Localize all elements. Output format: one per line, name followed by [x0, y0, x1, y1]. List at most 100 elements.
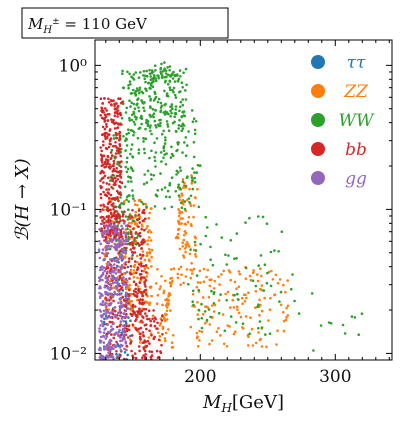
point	[120, 160, 123, 163]
point	[153, 324, 157, 328]
point	[212, 287, 216, 290]
point	[103, 160, 107, 164]
point	[191, 293, 195, 296]
point	[144, 312, 147, 315]
point	[170, 103, 174, 106]
point	[149, 84, 153, 87]
point	[193, 240, 197, 244]
point	[108, 142, 111, 145]
point	[197, 288, 200, 292]
point	[181, 86, 184, 89]
point	[98, 256, 102, 260]
point	[146, 120, 150, 123]
point	[99, 335, 103, 339]
point	[109, 296, 113, 300]
point	[113, 290, 116, 294]
point	[206, 268, 209, 272]
point	[109, 99, 113, 102]
point	[189, 276, 193, 280]
point	[177, 183, 180, 187]
point	[121, 237, 125, 240]
point	[155, 126, 158, 129]
point	[105, 317, 108, 320]
point	[285, 316, 288, 319]
point	[119, 230, 123, 234]
point	[207, 308, 211, 311]
point	[110, 277, 113, 281]
point	[135, 271, 138, 275]
point	[117, 199, 120, 203]
point	[108, 279, 112, 283]
point	[184, 250, 187, 254]
point	[184, 231, 188, 235]
point	[136, 285, 140, 288]
point	[124, 224, 128, 228]
point	[148, 285, 152, 289]
point	[150, 149, 153, 153]
point	[103, 193, 107, 196]
point	[163, 337, 167, 340]
point	[171, 334, 175, 337]
point	[108, 167, 112, 170]
point	[111, 220, 114, 223]
point	[138, 221, 141, 224]
point	[139, 338, 142, 341]
point	[137, 109, 141, 113]
point	[133, 199, 136, 203]
point	[165, 92, 169, 95]
legend-label: bb	[345, 140, 367, 160]
point	[144, 127, 147, 131]
point	[148, 329, 151, 333]
point	[99, 341, 102, 344]
point	[111, 177, 115, 180]
point	[130, 143, 134, 146]
point	[109, 137, 113, 140]
x-tick-label: 300	[319, 367, 351, 387]
point	[110, 325, 113, 328]
point	[176, 276, 180, 280]
y-tick-label: 10⁻²	[50, 344, 87, 364]
point	[140, 309, 144, 313]
point	[101, 278, 104, 282]
point	[168, 69, 171, 72]
point	[99, 204, 103, 207]
point	[128, 257, 131, 260]
point	[254, 341, 258, 345]
point	[102, 266, 106, 269]
point	[174, 111, 177, 115]
point	[190, 224, 193, 227]
point	[190, 182, 194, 185]
point	[184, 98, 188, 101]
point	[172, 267, 176, 271]
point	[98, 296, 102, 300]
point	[184, 136, 188, 139]
point	[215, 330, 219, 334]
point	[159, 121, 162, 125]
point	[144, 293, 148, 296]
point	[124, 320, 128, 323]
point	[131, 194, 135, 197]
point	[103, 131, 107, 135]
point	[237, 285, 241, 289]
point	[103, 284, 107, 288]
point	[281, 311, 285, 314]
point	[162, 289, 166, 293]
point	[178, 118, 181, 122]
point	[251, 344, 255, 347]
point	[134, 356, 138, 360]
point	[138, 231, 142, 235]
point	[108, 292, 112, 296]
point	[138, 253, 142, 256]
point	[182, 281, 185, 285]
point	[115, 102, 118, 105]
point	[138, 332, 142, 336]
point	[125, 144, 129, 147]
point	[197, 205, 201, 209]
point	[145, 327, 148, 331]
point	[140, 228, 143, 231]
point	[209, 258, 212, 262]
point	[276, 281, 280, 285]
point	[353, 316, 357, 319]
point	[110, 274, 114, 278]
point	[169, 109, 172, 112]
